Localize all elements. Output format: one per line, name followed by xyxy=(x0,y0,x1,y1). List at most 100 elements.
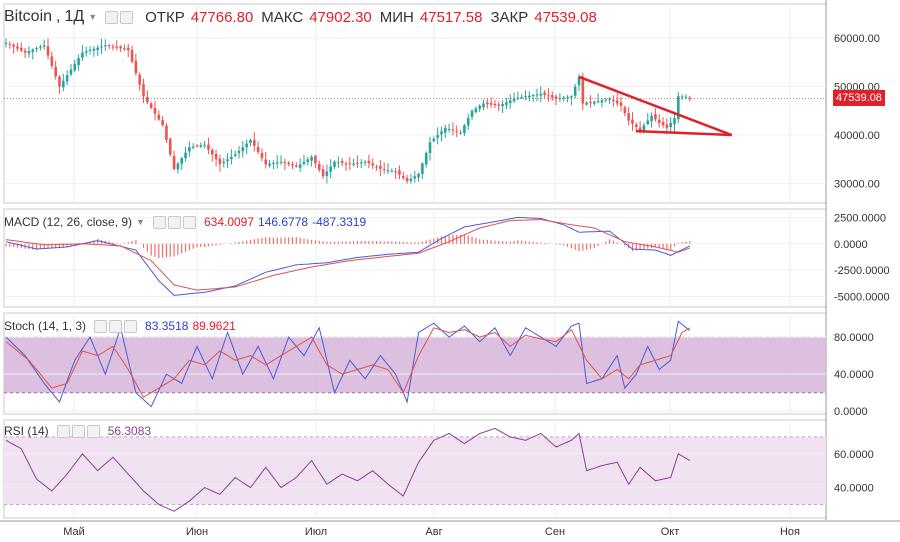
price-tick-label: 30000.00 xyxy=(834,179,880,191)
chevron-down-icon[interactable]: ▼ xyxy=(136,217,145,227)
candle-body xyxy=(455,131,459,133)
settings-icon[interactable] xyxy=(120,10,134,24)
candle-body xyxy=(168,139,172,155)
candle-body xyxy=(8,43,12,45)
candle-body xyxy=(680,96,684,98)
macd-tick-label: 2500.0000 xyxy=(834,212,886,224)
candle-body xyxy=(608,98,611,100)
candle-body xyxy=(466,118,470,126)
candle-body xyxy=(623,107,627,114)
stoch-title[interactable]: Stoch (14, 1, 3) xyxy=(4,319,87,333)
candle-body xyxy=(191,146,195,148)
candle-body xyxy=(253,139,256,146)
macd-title[interactable]: MACD (12, 26, close, 9) xyxy=(4,215,133,229)
stoch-tick-label: 40.0000 xyxy=(834,369,874,381)
candle-body xyxy=(508,100,512,104)
candle-body xyxy=(612,100,615,102)
candle-body xyxy=(474,108,478,112)
month-tick-label: Ноя xyxy=(780,526,800,538)
candle-body xyxy=(287,162,290,165)
candle-body xyxy=(581,76,585,104)
macd-legend: MACD (12, 26, close, 9) ▼ 634.0097 146.6… xyxy=(4,215,366,229)
candle-body xyxy=(493,104,497,106)
candle-body xyxy=(92,48,96,51)
candle-body xyxy=(677,96,680,120)
candle-body xyxy=(325,171,329,176)
candle-body xyxy=(505,102,508,106)
close-icon[interactable] xyxy=(182,215,196,229)
candle-body xyxy=(184,152,187,159)
candle-body xyxy=(295,165,298,167)
candle-body xyxy=(264,159,268,165)
candle-body xyxy=(646,120,650,125)
month-tick-label: Июн xyxy=(186,526,208,538)
candle-body xyxy=(573,86,577,96)
candle-body xyxy=(535,94,539,96)
macd-tick-label: 0.0000 xyxy=(834,239,868,251)
rsi-line xyxy=(5,427,691,512)
chevron-down-icon[interactable]: ▼ xyxy=(88,12,98,22)
candle-body xyxy=(260,152,264,159)
triangle-upper-line xyxy=(578,75,733,137)
candle-body xyxy=(543,92,546,96)
candle-body xyxy=(272,162,275,164)
settings-icon[interactable] xyxy=(71,424,85,438)
candle-body xyxy=(218,158,222,165)
settings-icon[interactable] xyxy=(109,319,123,333)
candle-body xyxy=(54,66,57,77)
candle-body xyxy=(210,149,214,155)
candles xyxy=(4,38,692,184)
candle-body xyxy=(16,46,19,49)
candle-body xyxy=(104,45,107,47)
candle-body xyxy=(413,176,417,179)
candle-body xyxy=(126,47,130,51)
candle-body xyxy=(283,162,287,164)
candle-body xyxy=(417,173,420,178)
candle-body xyxy=(592,101,596,104)
visibility-icon[interactable] xyxy=(56,424,70,438)
candle-body xyxy=(149,103,153,108)
stoch-d-value: 89.9621 xyxy=(192,319,236,333)
macd-histogram xyxy=(5,234,691,259)
candle-body xyxy=(134,60,138,74)
candle-body xyxy=(256,146,260,153)
candle-body xyxy=(35,48,38,50)
candle-body xyxy=(547,95,550,97)
candle-body xyxy=(359,162,363,164)
candle-body xyxy=(207,144,210,150)
candle-body xyxy=(23,50,27,53)
candle-body xyxy=(115,46,119,48)
candle-body xyxy=(188,147,191,152)
candle-body xyxy=(241,147,245,152)
interval-label[interactable]: 1Д xyxy=(64,8,85,25)
candle-body xyxy=(421,163,424,174)
close-icon[interactable] xyxy=(86,424,100,438)
candle-body xyxy=(46,46,50,56)
candle-body xyxy=(619,102,623,106)
close-icon[interactable] xyxy=(124,319,138,333)
high-label: МАКС xyxy=(261,8,304,26)
rsi-tick-label: 40.0000 xyxy=(834,483,874,495)
candle-body xyxy=(470,110,474,117)
candle-body xyxy=(409,178,413,182)
candle-body xyxy=(463,125,466,134)
candle-body xyxy=(394,171,397,173)
candle-body xyxy=(673,118,676,125)
candle-body xyxy=(69,69,73,75)
candle-body xyxy=(382,169,386,171)
visibility-icon[interactable] xyxy=(94,319,108,333)
candle-body xyxy=(195,145,199,147)
rsi-title[interactable]: RSI (14) xyxy=(4,424,49,438)
symbol-name[interactable]: Bitcoin xyxy=(4,8,53,25)
stoch-tick-label: 80.0000 xyxy=(834,332,874,344)
candle-body xyxy=(638,127,642,131)
visibility-icon[interactable] xyxy=(105,10,119,24)
macd-value-2: 146.6778 xyxy=(258,215,309,229)
settings-icon[interactable] xyxy=(167,215,181,229)
visibility-icon[interactable] xyxy=(152,215,166,229)
candle-body xyxy=(520,97,523,99)
macd-value-1: 634.0097 xyxy=(203,215,255,229)
month-tick-label: Июл xyxy=(305,526,327,538)
candle-body xyxy=(440,131,443,135)
